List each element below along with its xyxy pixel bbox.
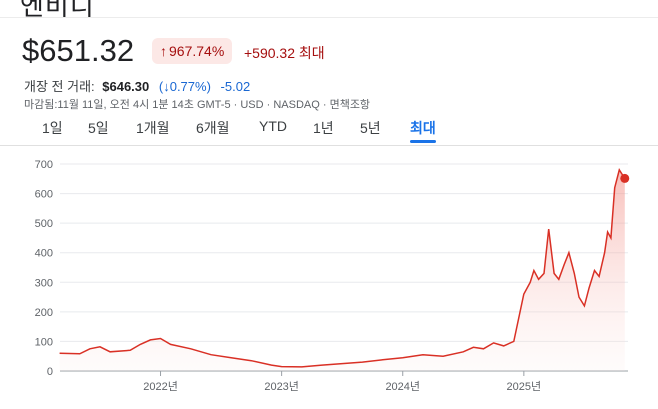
premarket-change-percent: (↓0.77%) [158,79,211,94]
tab-ytd[interactable]: YTD [259,118,287,134]
tab-max[interactable]: 최대 [410,120,436,136]
stock-name: 엔비디 [20,0,95,21]
premarket-label: 개장 전 거래: [24,79,95,94]
current-price: $651.32 [22,33,135,68]
change-percent-badge: ↑ 967.74% [152,38,233,64]
x-tick-label: 2025년 [507,380,542,393]
y-tick-label: 200 [35,307,53,319]
change-absolute: +590.32 최대 [244,45,325,61]
y-tick-label: 100 [35,336,53,348]
header-divider [0,17,658,18]
premarket-change-absolute: -5.02 [220,79,251,94]
tab-5d[interactable]: 5일 [88,120,109,136]
y-tick-label: 700 [35,159,53,171]
last-price-dot [620,173,630,183]
change-percent: 967.74% [169,43,225,59]
premarket-price: $646.30 [102,79,150,94]
x-tick-label: 2024년 [385,380,420,393]
tabs-divider [0,145,658,146]
tab-1y[interactable]: 1년 [313,120,334,136]
y-tick-label: 0 [47,366,53,378]
price-line [59,168,626,368]
x-tick-label: 2022년 [143,380,178,393]
tab-6m[interactable]: 6개월 [196,120,230,136]
y-tick-label: 400 [35,248,53,260]
quote-meta: 마감됨:11월 11일, 오전 4시 1분 14초 GMT-5 · USD · … [24,99,371,111]
x-tick-label: 2023년 [264,380,299,393]
active-tab-indicator [410,140,436,143]
price-area-fill [59,169,625,371]
y-tick-label: 300 [35,277,53,289]
tab-1m[interactable]: 1개월 [136,120,170,136]
premarket-row: 개장 전 거래: $646.30 (↓0.77%) -5.02 [24,76,250,95]
y-tick-label: 600 [35,189,53,201]
tab-5y[interactable]: 5년 [360,120,381,136]
y-tick-label: 500 [35,218,53,230]
arrow-up-icon: ↑ [160,43,167,59]
tab-1d[interactable]: 1일 [42,120,63,136]
price-chart[interactable]: 0 100 200 300 400 500 600 700 2022년 2023년 2024년 20… [0,150,658,409]
